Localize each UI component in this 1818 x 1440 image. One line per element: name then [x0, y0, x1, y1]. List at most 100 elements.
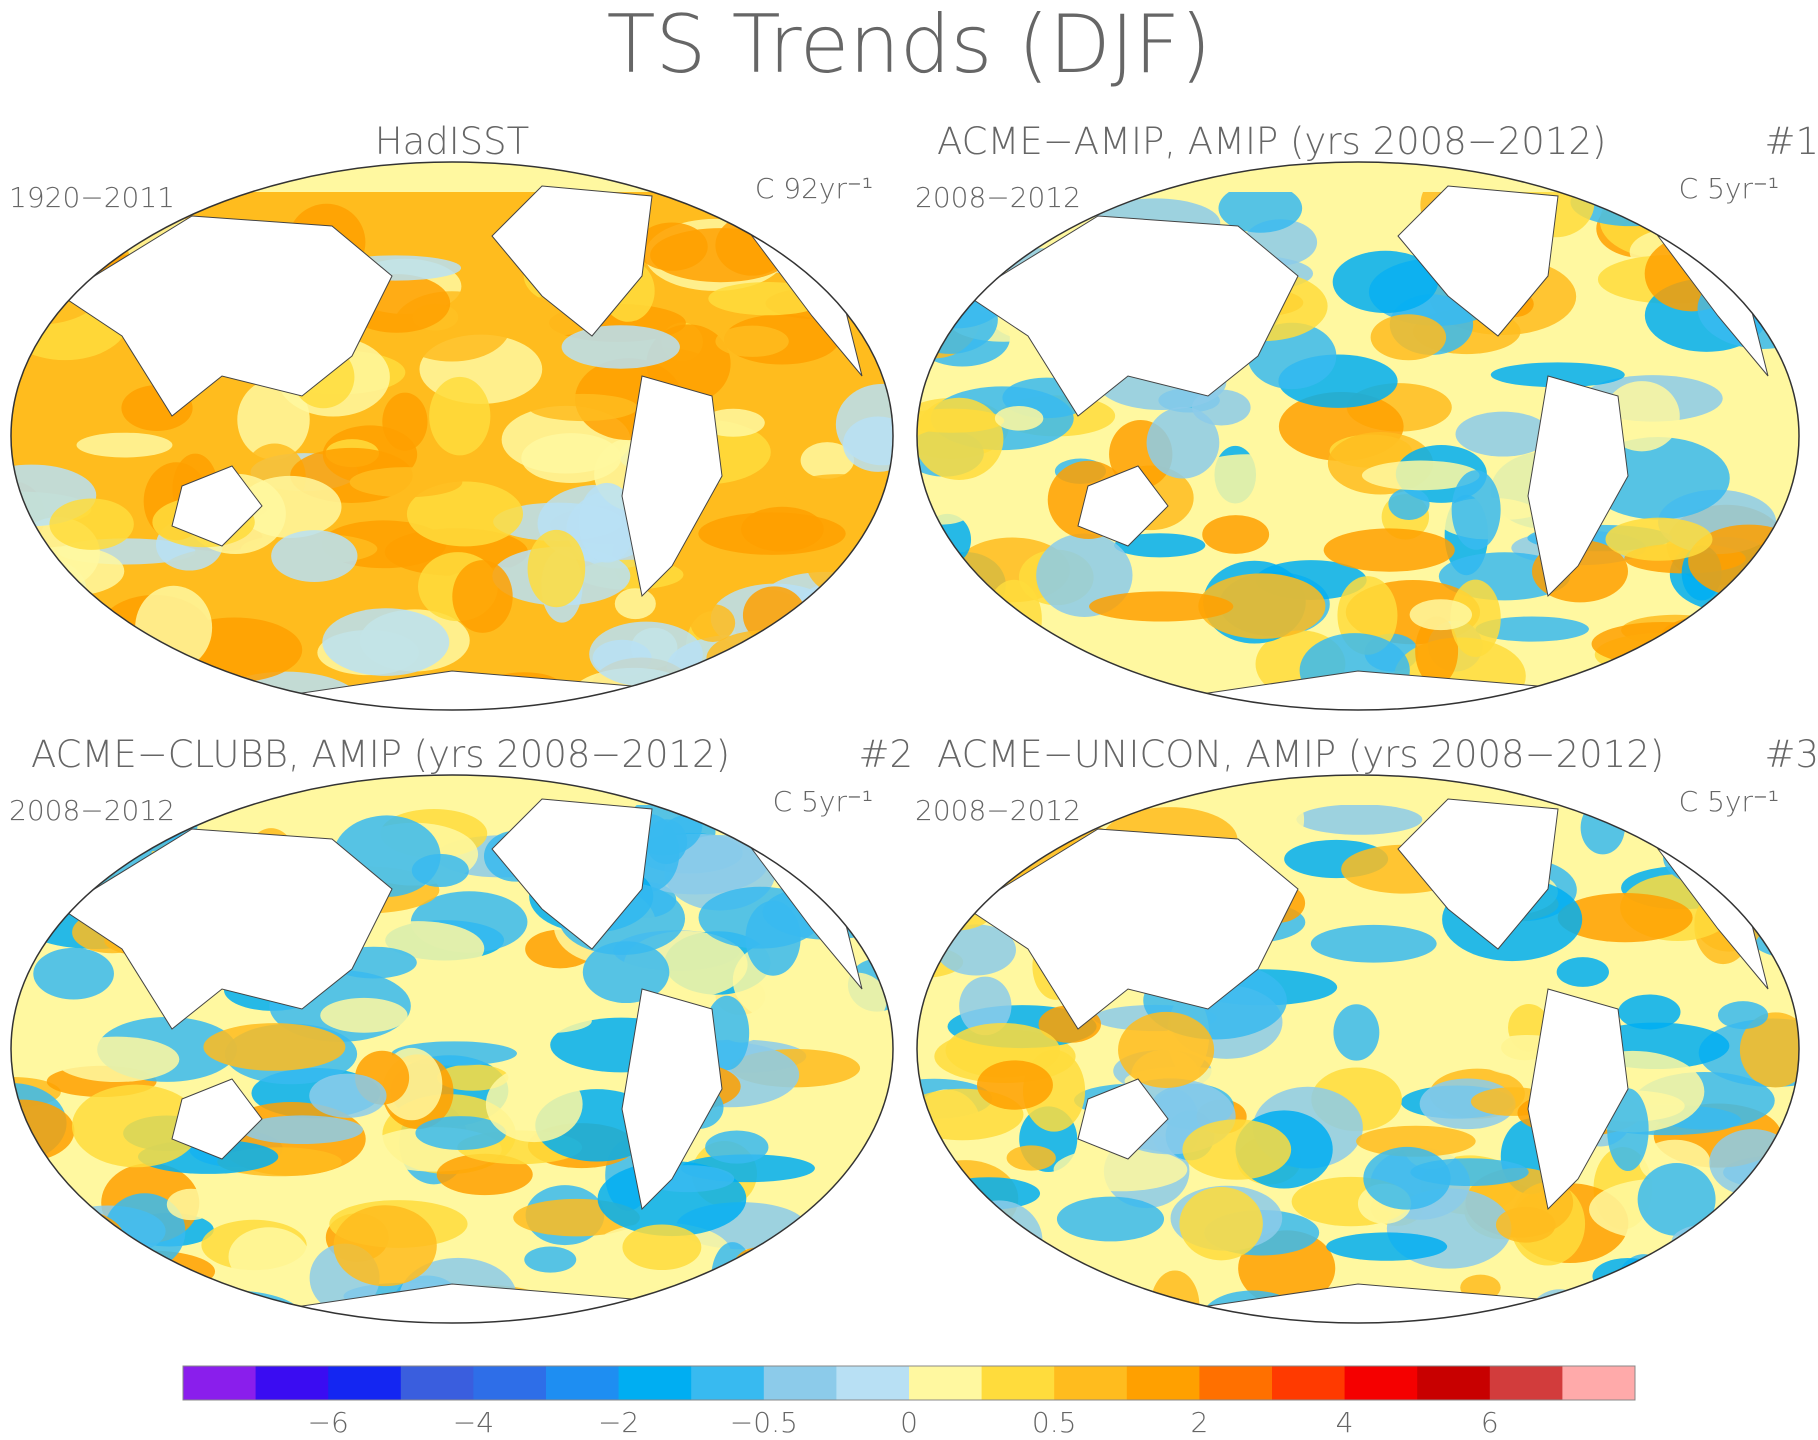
field-blob: [1495, 1206, 1556, 1243]
field-blob: [71, 1084, 201, 1168]
field-blob: [1118, 1011, 1215, 1089]
field-blob: [524, 1246, 577, 1273]
field-blob: [1592, 1289, 1642, 1323]
field-blob: [1660, 614, 1783, 659]
field-blob: [1536, 636, 1603, 710]
field-blob: [86, 1301, 206, 1323]
field-blob: [705, 1130, 769, 1164]
field-blob: [938, 1289, 1063, 1323]
field-blob: [1363, 1146, 1451, 1210]
field-blob: [698, 886, 822, 949]
panel-title: ACME−CLUBB, AMIP (yrs 2008−2012): [31, 733, 730, 776]
field-blob: [1450, 579, 1501, 657]
field-blob: [49, 498, 134, 550]
land: [1397, 185, 1559, 337]
field-blob: [161, 1290, 303, 1323]
colorbar-label: 4: [1336, 1406, 1354, 1439]
field-blob: [1680, 1305, 1789, 1323]
colorbar-box: [328, 1366, 402, 1400]
field-blob: [11, 880, 59, 936]
field-blob: [1621, 1262, 1765, 1306]
field-blob: [917, 469, 1018, 495]
field-blob: [698, 671, 844, 710]
map-border: [10, 161, 894, 711]
field-blob: [1671, 1223, 1750, 1259]
colorbar-box: [1489, 1366, 1563, 1400]
field-blob: [1700, 633, 1799, 689]
field-blob: [1006, 1145, 1056, 1171]
field-blob: [842, 416, 893, 472]
field-blob: [485, 1066, 583, 1143]
field-blob: [1053, 1147, 1188, 1192]
field-blob: [1739, 1012, 1799, 1088]
field-blob: [636, 222, 708, 271]
field-blob: [349, 467, 463, 498]
field-blob: [698, 512, 846, 555]
colorbar-box: [1344, 1366, 1418, 1400]
field-blob: [1605, 517, 1713, 561]
colorbar-box: [1417, 1366, 1491, 1400]
land: [621, 988, 723, 1211]
land: [171, 1078, 263, 1160]
field-blob: [452, 560, 513, 633]
land: [1527, 375, 1629, 598]
field-blob: [1370, 314, 1447, 361]
colorbar-box: [546, 1366, 620, 1400]
panel-number: #1: [1764, 120, 1818, 163]
land: [1077, 1078, 1169, 1160]
field-blob: [732, 1247, 782, 1292]
colorbar-box: [691, 1366, 765, 1400]
field-blob: [166, 1188, 216, 1221]
map-border: [916, 774, 1800, 1324]
panel-years: 2008−2012: [915, 181, 1081, 214]
field-blob: [19, 255, 69, 287]
field-blob: [936, 1177, 1041, 1210]
field-blob: [917, 485, 976, 525]
field-blob: [582, 941, 670, 1004]
field-blob: [824, 672, 871, 702]
panel-units: C 5yr⁻¹: [1679, 172, 1779, 205]
field-blob: [1705, 611, 1799, 693]
field-blob: [789, 1225, 893, 1299]
map: [11, 775, 893, 1323]
field-blob: [622, 1224, 702, 1271]
field-blob: [706, 630, 826, 687]
field-blob: [1182, 1119, 1292, 1180]
field-blob: [826, 972, 887, 1027]
land: [621, 375, 723, 598]
panel-years: 2008−2012: [9, 794, 175, 827]
field-blob: [1409, 599, 1473, 631]
field-blob: [415, 1116, 507, 1150]
field-blob: [1663, 828, 1758, 887]
field-blob: [1333, 1004, 1380, 1061]
field-blob: [1754, 572, 1799, 655]
field-blob: [320, 997, 408, 1033]
colorbar-label: −6: [308, 1406, 349, 1439]
field-blob: [768, 623, 893, 665]
field-blob: [1179, 1186, 1263, 1261]
map: [11, 162, 893, 710]
field-blob: [436, 1064, 509, 1091]
field-blob: [1637, 1163, 1716, 1236]
field-blob: [1089, 591, 1234, 622]
field-blob: [589, 621, 703, 687]
colorbar-label: −4: [453, 1406, 494, 1439]
panel-number: #3: [1764, 733, 1818, 776]
colorbar-box: [400, 1366, 474, 1400]
field-blob: [1618, 994, 1681, 1030]
colorbar-box: [183, 1366, 257, 1400]
field-blob: [1717, 1001, 1769, 1030]
field-blob: [1150, 1270, 1200, 1323]
colorbar-label: 6: [1481, 1406, 1499, 1439]
field-blob: [917, 408, 1005, 433]
field-blob: [1114, 533, 1206, 558]
field-blob: [1710, 1263, 1799, 1316]
land: [61, 215, 393, 417]
colorbar-box: [1272, 1366, 1346, 1400]
panel-title: HadISST: [375, 120, 529, 163]
field-blob: [1198, 573, 1326, 639]
field-blob: [1323, 528, 1455, 572]
field-blob: [1703, 229, 1799, 277]
field-blob: [1356, 1125, 1476, 1157]
field-blob: [1697, 827, 1799, 856]
